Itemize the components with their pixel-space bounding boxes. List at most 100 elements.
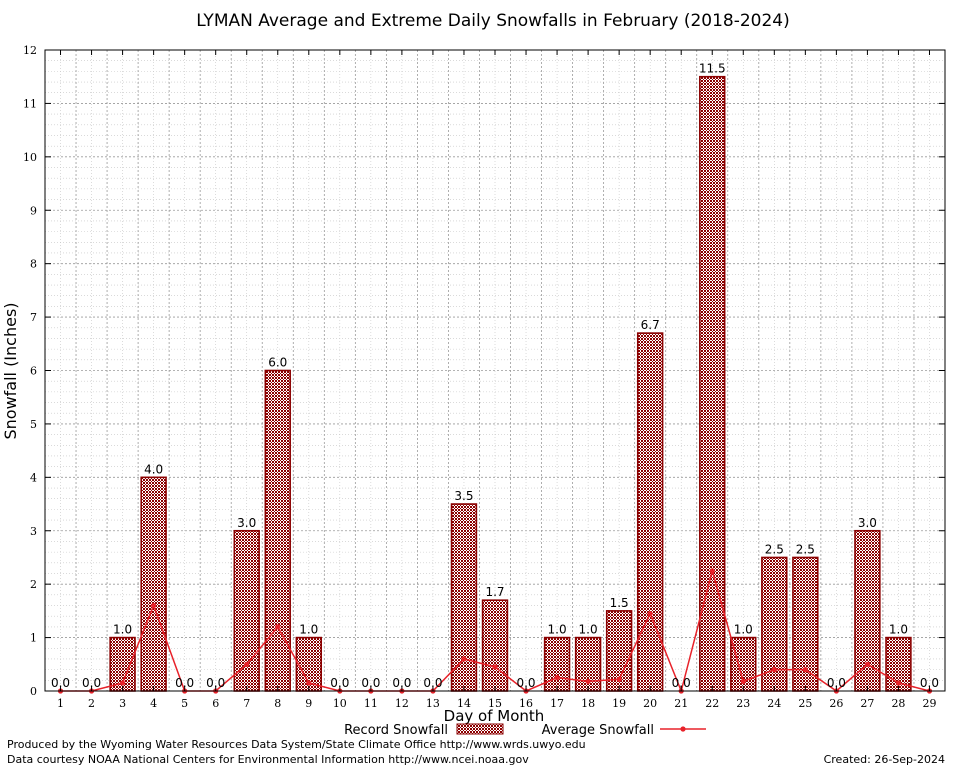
x-tick-label: 28 (891, 697, 905, 710)
data-label-day-22: 11.5 (699, 62, 726, 76)
legend: Record Snowfall Average Snowfall (344, 723, 706, 738)
legend-average-label: Average Snowfall (542, 723, 654, 738)
y-tick-label: 12 (23, 44, 37, 57)
data-label-day-11: 0.0 (361, 676, 380, 690)
data-label-day-20: 6.7 (641, 318, 660, 332)
average-point-day-7 (244, 661, 250, 667)
average-point-day-4 (151, 602, 157, 609)
data-label-day-10: 0.0 (330, 676, 349, 690)
bar-record-day-28 (885, 636, 912, 692)
bar-record-day-22 (699, 75, 726, 692)
data-label-day-4: 4.0 (144, 462, 163, 476)
bar-record-day-17 (543, 636, 571, 692)
y-tick-label: 1 (30, 632, 37, 645)
x-tick-label: 16 (519, 697, 533, 710)
y-tick-label: 10 (23, 151, 37, 164)
data-label-day-6: 0.0 (206, 676, 225, 690)
data-label-day-12: 0.0 (392, 676, 411, 690)
x-tick-label: 6 (212, 697, 219, 710)
x-tick-label: 11 (364, 697, 378, 710)
average-point-day-23 (740, 678, 746, 684)
x-tick-label: 7 (243, 697, 250, 710)
data-label-day-15: 1.7 (485, 585, 504, 599)
y-tick-label: 4 (30, 471, 37, 484)
bar-record-day-4 (140, 476, 167, 692)
x-tick-label: 8 (274, 697, 281, 710)
x-tick-label: 19 (612, 697, 626, 710)
average-point-day-14 (461, 656, 467, 662)
bar-record-day-20 (636, 332, 664, 692)
data-label-day-1: 0.0 (51, 676, 70, 690)
y-axis-label: Snowfall (Inches) (1, 302, 20, 439)
y-tick-label: 5 (30, 418, 37, 431)
average-point-day-24 (771, 667, 777, 673)
bar-record-day-24 (761, 556, 788, 692)
average-point-day-9 (306, 680, 312, 686)
legend-average-marker (680, 726, 686, 732)
average-point-day-18 (585, 678, 591, 684)
average-point-day-20 (647, 610, 653, 617)
average-point-day-28 (895, 680, 902, 686)
bar-record-day-7 (233, 529, 260, 692)
y-tick-label: 3 (30, 525, 37, 538)
data-label-day-21: 0.0 (672, 676, 691, 690)
data-label-day-23: 1.0 (734, 623, 753, 637)
bar-record-day-27 (854, 529, 881, 692)
data-label-day-16: 0.0 (516, 676, 535, 690)
bar-record-day-15 (481, 599, 509, 692)
y-tick-label: 9 (30, 204, 37, 217)
x-tick-label: 3 (119, 697, 126, 710)
y-tick-label: 0 (30, 685, 37, 698)
data-label-day-26: 0.0 (827, 676, 846, 690)
x-tick-label: 18 (581, 697, 595, 710)
bar-record-day-14 (450, 503, 478, 692)
data-label-day-8: 6.0 (268, 356, 287, 370)
average-point-day-22 (709, 568, 715, 574)
y-tick-label: 2 (30, 578, 37, 591)
average-point-day-19 (616, 676, 622, 682)
y-tick-label: 8 (30, 258, 37, 271)
average-point-day-15 (492, 664, 498, 670)
average-point-day-3 (119, 680, 126, 686)
data-label-day-28: 1.0 (889, 623, 908, 637)
x-tick-label: 15 (488, 697, 502, 710)
average-point-day-25 (802, 667, 808, 673)
x-tick-label: 26 (829, 697, 843, 710)
x-tick-label: 10 (333, 697, 347, 710)
x-tick-label: 1 (57, 697, 64, 710)
data-label-day-14: 3.5 (454, 489, 473, 503)
x-tick-label: 22 (705, 697, 719, 710)
footer-created: Created: 26-Sep-2024 (824, 753, 945, 766)
data-label-day-2: 0.0 (82, 676, 101, 690)
legend-record-label: Record Snowfall (344, 723, 448, 738)
data-label-day-13: 0.0 (423, 676, 442, 690)
x-tick-label: 9 (305, 697, 312, 710)
footer-data-source: Data courtesy NOAA National Centers for … (7, 753, 529, 766)
y-tick-label: 7 (30, 311, 37, 324)
x-tick-label: 21 (674, 697, 688, 710)
y-tick-label: 6 (30, 365, 37, 378)
data-label-day-27: 3.0 (858, 516, 877, 530)
legend-record-swatch (456, 723, 504, 735)
x-axis-label: Day of Month (444, 707, 545, 725)
x-tick-label: 4 (150, 697, 157, 710)
data-label-day-19: 1.5 (610, 596, 629, 610)
x-tick-label: 20 (643, 697, 657, 710)
x-tick-label: 24 (767, 697, 781, 710)
x-tick-label: 13 (426, 697, 440, 710)
x-tick-label: 25 (798, 697, 812, 710)
x-tick-label: 14 (457, 697, 471, 710)
x-tick-label: 12 (395, 697, 409, 710)
x-tick-label: 27 (860, 697, 874, 710)
record-bars (109, 75, 912, 692)
data-label-day-3: 1.0 (113, 623, 132, 637)
x-tick-label: 29 (922, 697, 936, 710)
data-label-day-18: 1.0 (579, 623, 598, 637)
x-tick-label: 23 (736, 697, 750, 710)
y-tick-label: 11 (23, 97, 37, 110)
chart-title: LYMAN Average and Extreme Daily Snowfall… (196, 11, 790, 31)
data-label-day-25: 2.5 (796, 542, 815, 556)
x-tick-label: 5 (181, 697, 188, 710)
